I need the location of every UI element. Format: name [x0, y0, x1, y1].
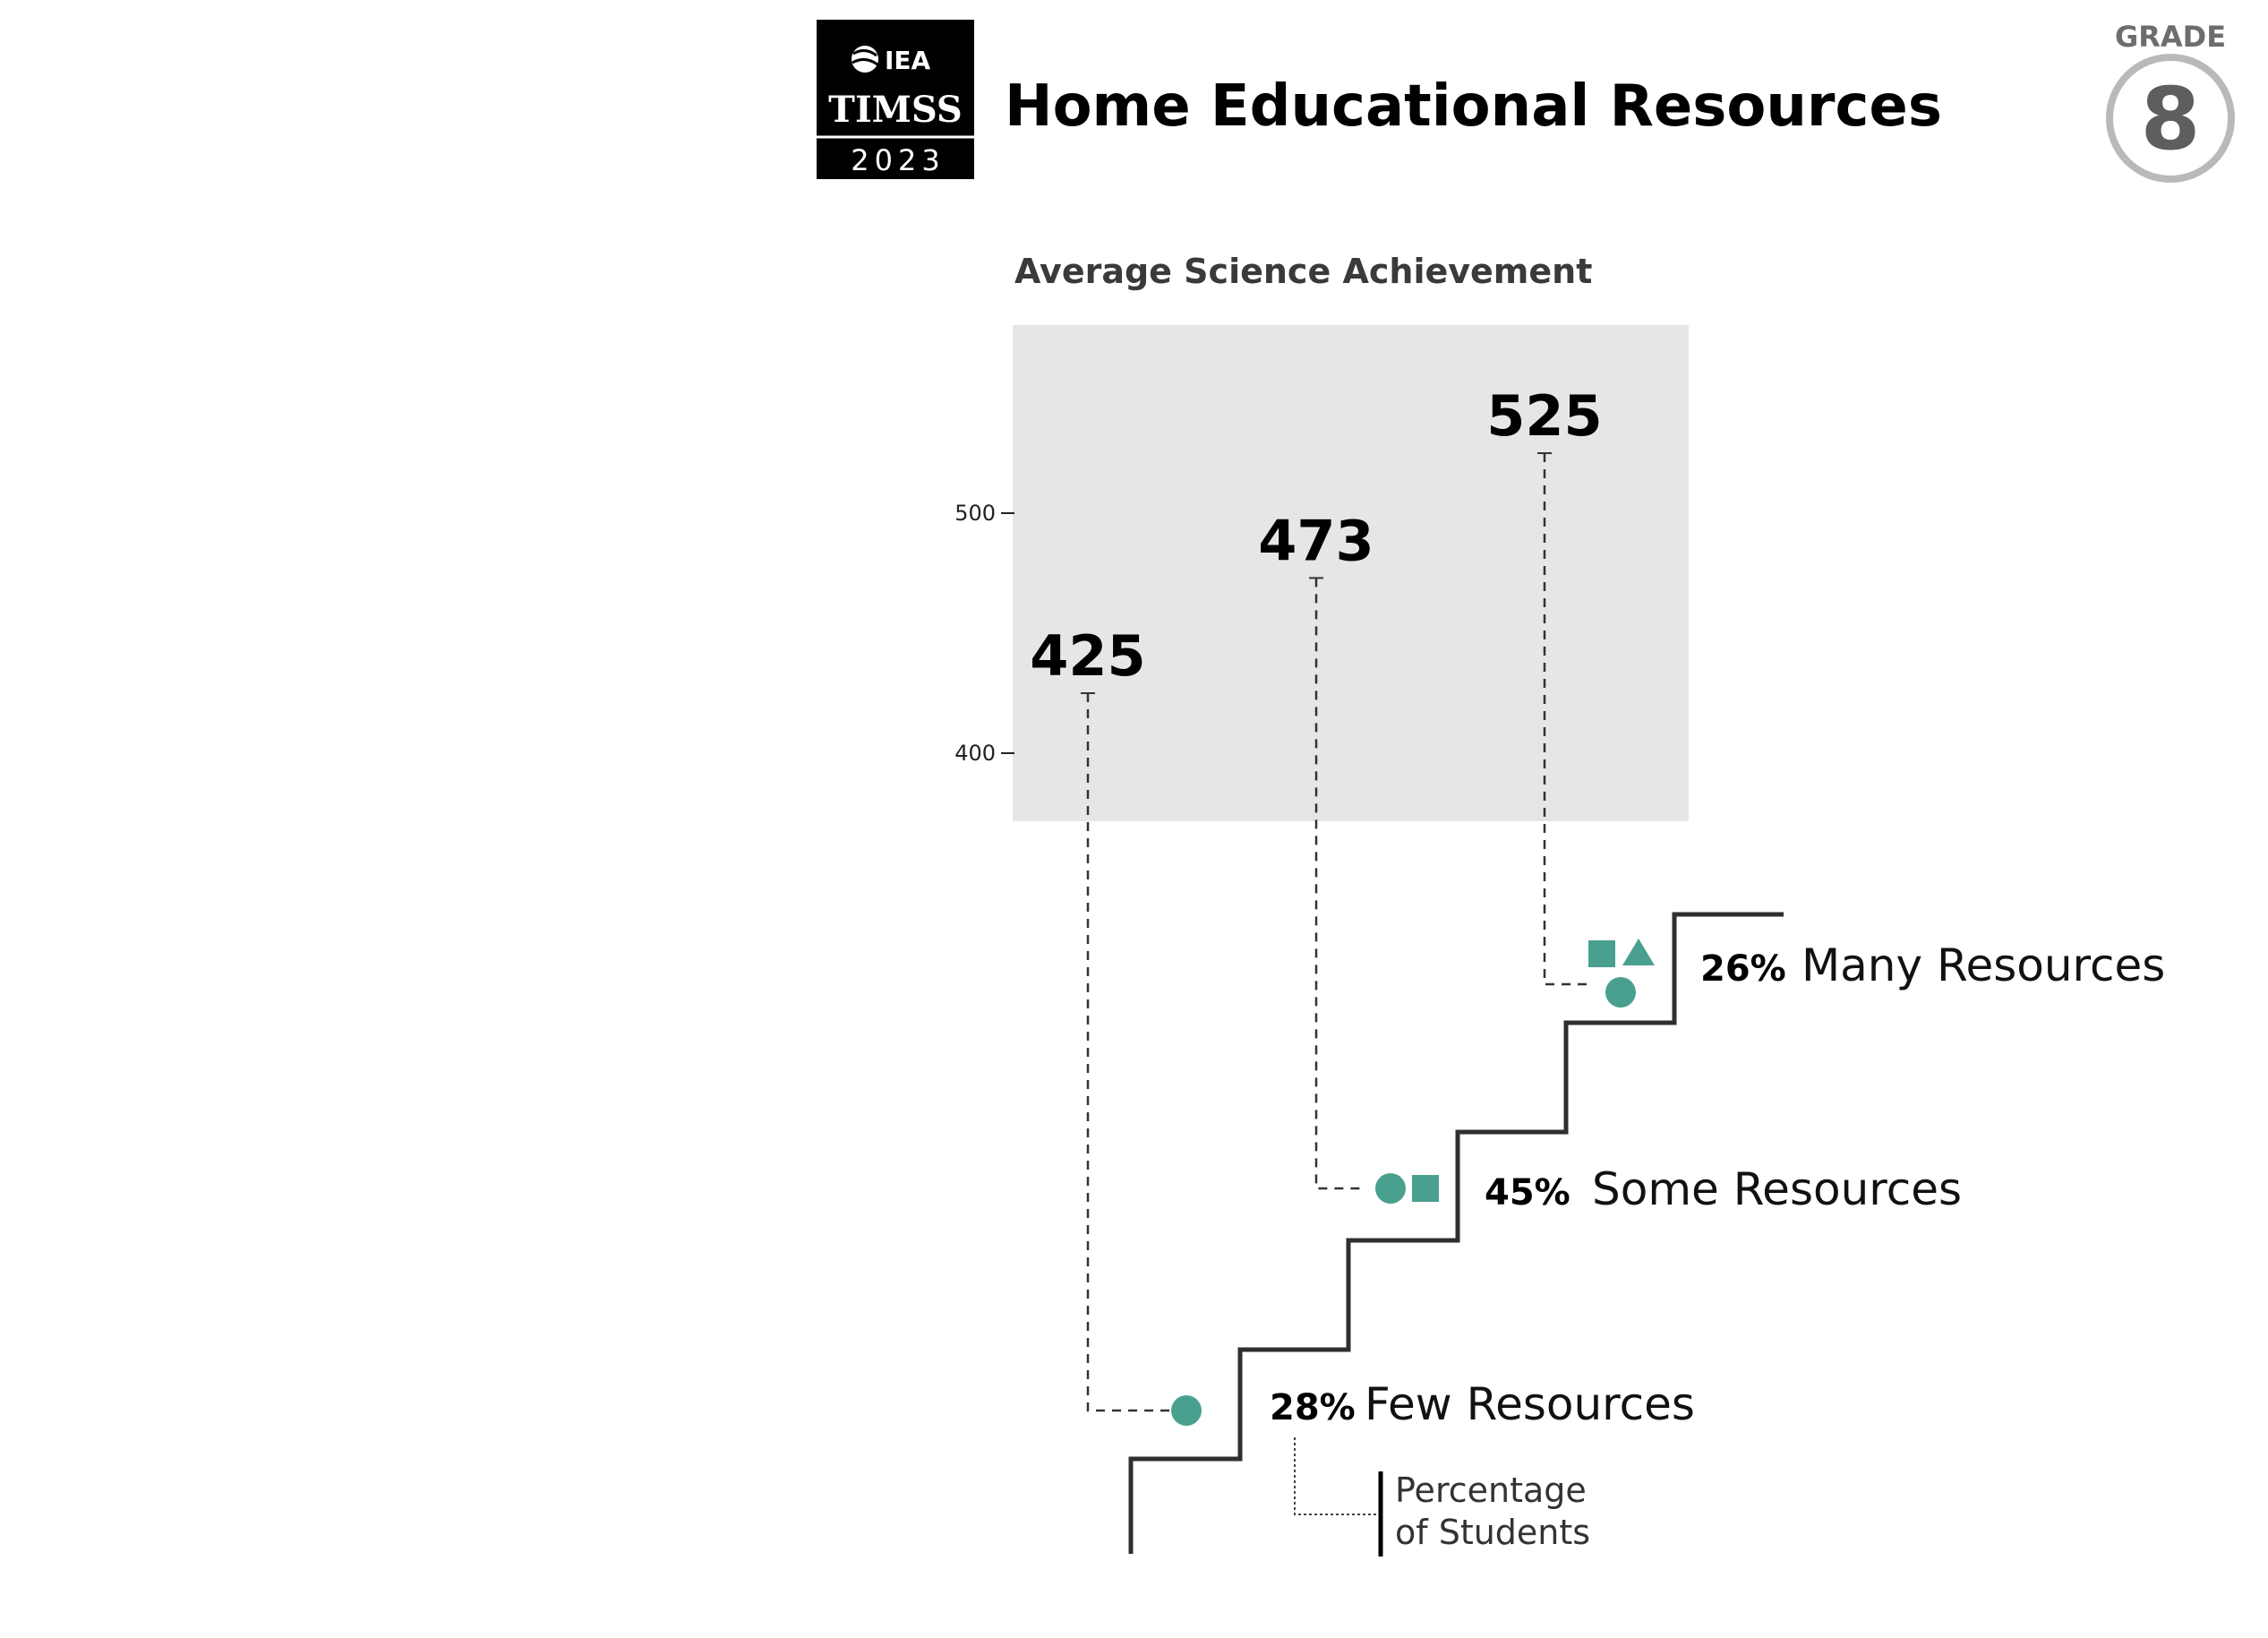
- chart-subtitle: Average Science Achievement: [1014, 252, 1592, 291]
- logo-org-text: IEA: [885, 46, 931, 75]
- y-tick-500: 500: [954, 501, 996, 526]
- square-marker-some: [1412, 1175, 1439, 1202]
- percent-label-many: 26%: [1700, 948, 1786, 990]
- staircase: [1128, 912, 1784, 1554]
- category-label-many: Many Resources: [1802, 939, 2165, 991]
- data-marks: 425 473 525: [1030, 383, 1655, 1426]
- percentage-annotation: Percentage of Students: [1294, 1437, 1590, 1557]
- grade-number: 8: [2141, 69, 2201, 169]
- y-axis: 500 400: [954, 501, 1014, 766]
- percent-label-some: 45%: [1485, 1172, 1570, 1213]
- value-label-some: 473: [1258, 508, 1374, 573]
- square-marker-many: [1588, 940, 1615, 967]
- circle-marker-few: [1171, 1395, 1202, 1426]
- category-label-few: Few Resources: [1365, 1378, 1695, 1430]
- value-label-many: 525: [1486, 383, 1602, 449]
- triangle-marker-many: [1622, 939, 1655, 965]
- y-tick-400: 400: [954, 741, 996, 766]
- circle-marker-some: [1375, 1173, 1406, 1204]
- page-title: Home Educational Resources: [1005, 73, 1942, 140]
- logo-year-text: 2023: [851, 143, 945, 177]
- grade-label: GRADE: [2115, 20, 2226, 54]
- iea-globe-icon: [852, 46, 878, 73]
- timss-logo: IEA TIMSS 2023: [817, 20, 974, 179]
- annotation-line-2: of Students: [1395, 1513, 1590, 1552]
- annotation-line-1: Percentage: [1395, 1471, 1587, 1510]
- category-labels: 28% Few Resources 45% Some Resources 26%…: [1270, 939, 2165, 1430]
- grade-badge: GRADE 8: [2106, 20, 2235, 183]
- category-label-some: Some Resources: [1592, 1163, 1962, 1215]
- percent-label-few: 28%: [1270, 1387, 1356, 1428]
- logo-study-text: TIMSS: [828, 89, 963, 131]
- value-label-few: 425: [1030, 623, 1145, 689]
- leader-line-few: [1086, 693, 1191, 1412]
- grade-circle: [2106, 54, 2235, 183]
- circle-marker-many: [1605, 977, 1636, 1008]
- plot-panel: [1013, 325, 1689, 821]
